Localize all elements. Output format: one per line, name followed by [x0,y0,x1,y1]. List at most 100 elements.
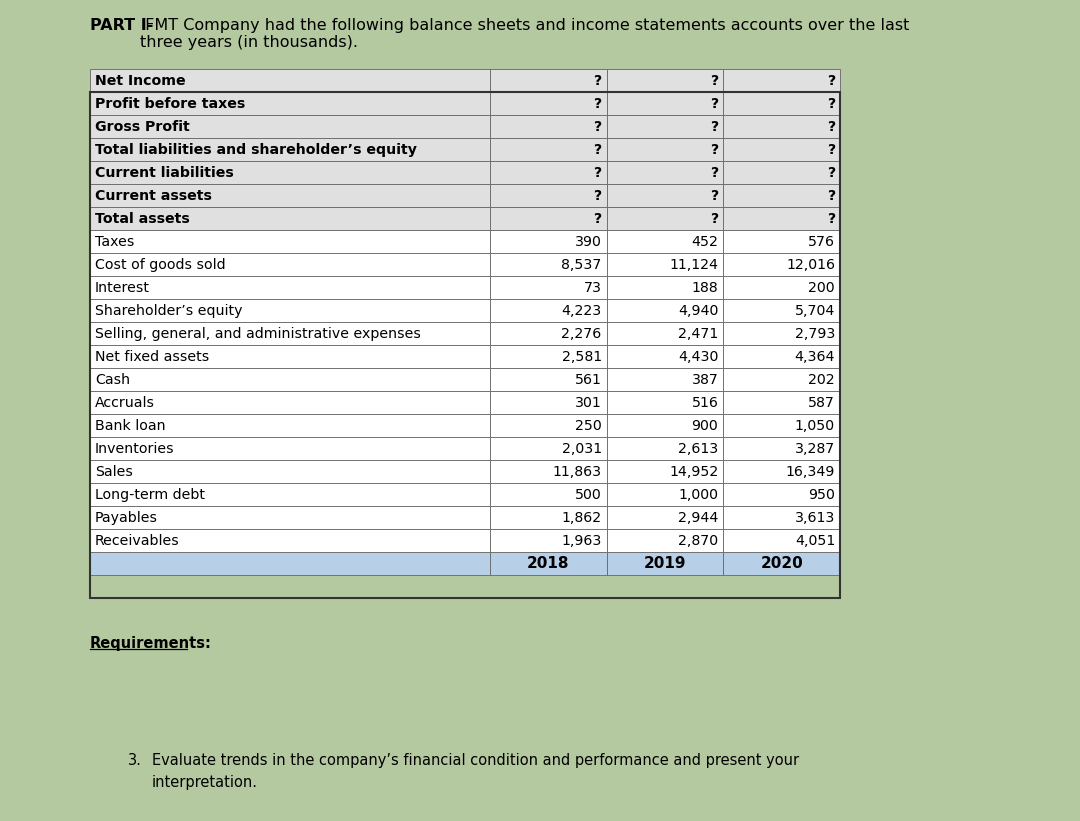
Bar [724,552,840,575]
Text: 950: 950 [808,488,835,502]
Text: 73: 73 [583,281,602,295]
Bar [724,276,840,299]
Bar [490,529,607,552]
Bar [90,437,490,460]
Text: ?: ? [827,212,835,226]
Bar [607,161,724,184]
Text: Sales: Sales [95,465,133,479]
Text: 5,704: 5,704 [795,304,835,318]
Text: ?: ? [827,97,835,111]
Bar [90,460,490,483]
Text: Shareholder’s equity: Shareholder’s equity [95,304,243,318]
Text: ?: ? [711,97,718,111]
Bar [90,92,490,115]
Text: Interest: Interest [95,281,150,295]
Bar [90,483,490,506]
Bar [490,368,607,391]
Text: Long-term debt: Long-term debt [95,488,205,502]
Bar [607,483,724,506]
Bar [724,345,840,368]
Text: 16,349: 16,349 [785,465,835,479]
Bar [724,161,840,184]
Bar [90,345,490,368]
Bar [724,207,840,230]
Bar [607,368,724,391]
Bar [490,276,607,299]
Text: 4,223: 4,223 [562,304,602,318]
Text: Total assets: Total assets [95,212,190,226]
Text: 2018: 2018 [527,556,569,571]
Text: 11,863: 11,863 [553,465,602,479]
Text: 3.: 3. [129,753,141,768]
Bar [490,414,607,437]
Text: ?: ? [711,166,718,180]
Bar [90,92,840,598]
Bar [607,460,724,483]
Text: Net Income: Net Income [95,74,186,88]
Bar [607,299,724,322]
Text: 900: 900 [691,419,718,433]
Bar [607,138,724,161]
Text: ?: ? [594,166,602,180]
Text: Taxes: Taxes [95,235,134,249]
Text: Inventories: Inventories [95,442,175,456]
Text: Current liabilities: Current liabilities [95,166,233,180]
Bar [490,299,607,322]
Bar [607,529,724,552]
Text: ?: ? [711,143,718,157]
Text: ?: ? [594,189,602,203]
Bar [490,483,607,506]
Bar [724,115,840,138]
Bar [490,437,607,460]
Text: 2,870: 2,870 [678,534,718,548]
Text: Total liabilities and shareholder’s equity: Total liabilities and shareholder’s equi… [95,143,417,157]
Text: Current assets: Current assets [95,189,212,203]
Bar [90,161,490,184]
Text: Evaluate trends in the company’s financial condition and performance and present: Evaluate trends in the company’s financi… [152,753,799,790]
Bar [490,506,607,529]
Text: 301: 301 [575,396,602,410]
Text: 2,276: 2,276 [562,327,602,341]
Bar [724,69,840,92]
Text: ?: ? [827,166,835,180]
Text: ?: ? [594,143,602,157]
Text: Receivables: Receivables [95,534,179,548]
Text: 1,050: 1,050 [795,419,835,433]
Text: Cost of goods sold: Cost of goods sold [95,258,226,272]
Bar [490,69,607,92]
Bar [490,391,607,414]
Text: 3,287: 3,287 [795,442,835,456]
Text: 11,124: 11,124 [670,258,718,272]
Text: ?: ? [827,74,835,88]
Text: 202: 202 [808,373,835,387]
Bar [490,345,607,368]
Text: 8,537: 8,537 [562,258,602,272]
Bar [724,368,840,391]
Text: ?: ? [594,97,602,111]
Bar [724,529,840,552]
Bar [90,552,490,575]
Bar [607,184,724,207]
Bar [90,230,490,253]
Text: ?: ? [827,189,835,203]
Bar [90,276,490,299]
Text: ?: ? [827,143,835,157]
Bar [490,253,607,276]
Bar [724,483,840,506]
Bar [607,437,724,460]
Text: Accruals: Accruals [95,396,156,410]
Bar [724,506,840,529]
Text: Selling, general, and administrative expenses: Selling, general, and administrative exp… [95,327,421,341]
Bar [607,506,724,529]
Text: ?: ? [594,74,602,88]
Text: Gross Profit: Gross Profit [95,120,190,134]
Bar [90,69,490,92]
Bar [90,322,490,345]
Bar [724,230,840,253]
Text: 2,613: 2,613 [678,442,718,456]
Text: ?: ? [594,120,602,134]
Bar [490,138,607,161]
Bar [724,92,840,115]
Text: ?: ? [711,120,718,134]
Bar [724,460,840,483]
